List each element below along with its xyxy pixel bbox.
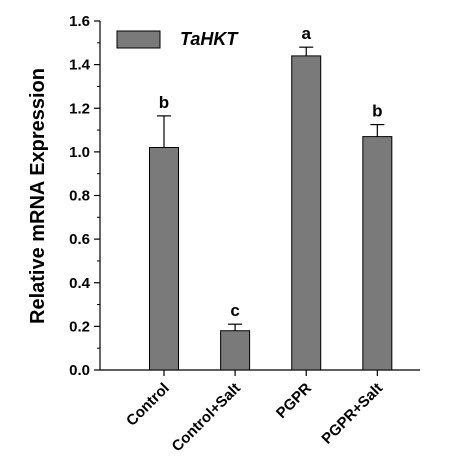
y-tick-label: 0.6 [69,231,90,248]
legend-label: TaHKT [180,29,239,49]
y-tick-label: 0.8 [69,188,90,205]
bar [291,55,322,371]
legend: TaHKT [116,29,239,49]
bar [362,136,393,371]
y-tick-label: 0.4 [69,275,91,292]
bar-series: b c a b [149,24,393,371]
y-tick-label: 1.6 [69,13,90,30]
x-tick-label: PGPR+Salt [318,380,386,448]
significance-label: a [301,24,311,43]
legend-swatch [116,30,161,49]
y-tick-label: 0.0 [69,362,90,379]
x-tick-label: Control [123,380,173,430]
significance-label: c [230,301,239,320]
bar [220,330,251,371]
significance-label: b [159,93,169,112]
y-tick-label: 1.0 [69,144,90,161]
y-axis-label: Relative mRNA Expression [27,68,49,324]
y-tick-label: 1.2 [69,100,90,117]
x-tick-label: PGPR [273,380,315,422]
significance-label: b [372,102,382,121]
y-tick-label: 1.4 [69,57,91,74]
x-tick-label: Control+Salt [169,380,244,455]
y-axis: 0.0 0.2 0.4 0.6 0.8 1.0 1.2 1.4 1.6 [69,13,101,379]
bar [149,147,179,371]
y-tick-label: 0.2 [69,318,90,335]
